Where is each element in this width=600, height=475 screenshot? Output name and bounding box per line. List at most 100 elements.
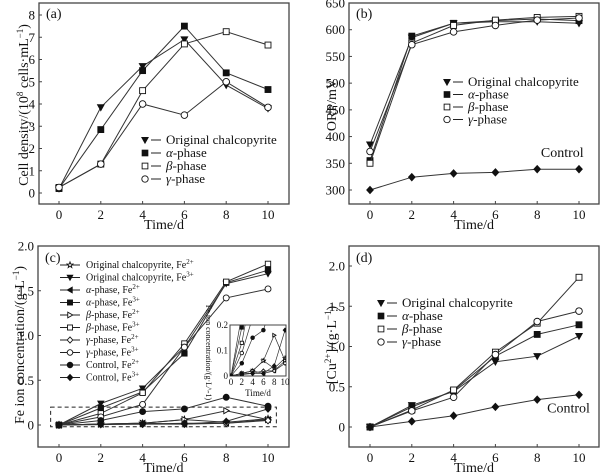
marker-point (139, 87, 147, 95)
marker-point (180, 22, 188, 30)
marker-inset-point (240, 313, 244, 316)
inset-series-line (230, 325, 243, 376)
x-tick-label: 0 (56, 207, 63, 222)
y-tick-label: 3 (29, 119, 36, 134)
panel-label: (d) (356, 251, 373, 266)
inset-x-tick-label: 2 (240, 377, 245, 387)
legend-label: α-phase (402, 308, 443, 323)
series-line (58, 81, 269, 188)
marker-point (139, 67, 147, 75)
marker-point (264, 416, 272, 425)
marker-point (575, 390, 583, 400)
marker-inset-point (251, 316, 255, 320)
marker-point (408, 32, 416, 40)
y-tick-label: 350 (326, 156, 346, 171)
x-tick-label: 10 (262, 450, 275, 465)
marker-point (575, 14, 583, 22)
x-tick-label: 0 (367, 207, 374, 222)
y-axis-label: [Cu2+]/(g·L−1) (323, 306, 340, 385)
chart-panel-b: (b) 0 2 4 6 8 10 300 350 400 450 500 550 600 650 Time/d… (325, 0, 600, 233)
y-tick-label: 650 (326, 0, 346, 11)
annotation-control: Control (547, 402, 590, 417)
legend-label: β-phase (467, 99, 509, 114)
marker-point (264, 41, 272, 49)
marker-legend (377, 312, 385, 320)
y-tick-label: 1 (29, 163, 36, 178)
marker-point (408, 407, 416, 415)
series-line (58, 25, 269, 189)
marker-point (139, 400, 147, 408)
x-tick-label: 2 (409, 450, 416, 465)
marker-point (407, 417, 416, 426)
legend: Original chalcopyriteα-phaseβ-phaseγ-pha… (443, 74, 579, 127)
series-line (369, 276, 580, 428)
marker-point (222, 69, 230, 77)
legend-label: Original chalcopyrite (402, 295, 513, 310)
inset-series (230, 283, 286, 376)
marker-point (491, 21, 500, 30)
marker-point (366, 159, 374, 167)
inset-y-tick-label: 0.1 (217, 346, 228, 356)
y-tick-label: 1.0 (18, 328, 34, 343)
x-tick-label: 8 (534, 207, 541, 222)
marker-point (533, 164, 542, 174)
legend-label: γ-phase (402, 334, 441, 349)
inset-y-axis-label: Fe ion concentration/(g·L^-1) (204, 305, 213, 401)
x-axis-label: Time/d (454, 218, 494, 233)
legend-label: Original chalcopyrite (468, 74, 579, 89)
series-line (369, 168, 579, 191)
x-tick-label: 4 (139, 450, 146, 465)
legend-label: γ-phase (468, 112, 507, 127)
inset-series-line (230, 325, 251, 376)
marker-point (264, 260, 272, 268)
marker-point (55, 421, 63, 429)
marker-inset-point (230, 373, 234, 376)
marker-legend (377, 338, 385, 346)
marker-point (138, 63, 147, 71)
marker-point (97, 404, 104, 412)
y-axis-label: ORP/mV (325, 79, 340, 131)
marker-point (450, 386, 458, 394)
y-tick-label: 600 (326, 22, 346, 37)
marker-point (222, 294, 230, 302)
x-tick-label: 8 (534, 450, 541, 465)
y-tick-label: 1.5 (329, 299, 345, 314)
marker-legend (66, 373, 74, 382)
marker-legend (67, 311, 74, 319)
marker-point (222, 77, 230, 86)
y-tick-label: 550 (326, 49, 346, 64)
marker-legend (443, 103, 451, 111)
y-tick-label: 0 (29, 186, 36, 201)
x-tick-label: 0 (56, 450, 63, 465)
inset-series-line (230, 325, 266, 376)
x-tick-label: 8 (223, 207, 230, 222)
legend-label: α-phase, Fe2+ (86, 283, 140, 296)
legend-label: γ-phase, Fe2+ (86, 333, 139, 346)
panel-label: (b) (356, 7, 373, 22)
marker-inset-point (272, 295, 276, 299)
series-line (369, 394, 580, 428)
x-tick-label: 2 (98, 450, 105, 465)
series-line (58, 408, 269, 426)
series-line (369, 335, 580, 428)
y-tick-label: 5 (29, 74, 36, 89)
marker-point (264, 404, 272, 413)
marker-inset-point (239, 361, 245, 366)
legend: Original chalcopyriteα-phaseβ-phaseγ-pha… (141, 132, 277, 186)
marker-point (97, 126, 105, 134)
inset-x-tick-label: 0 (229, 377, 234, 387)
series-phase (366, 14, 583, 156)
legend-label: β-phase, Fe3+ (85, 321, 140, 334)
marker-legend (141, 136, 149, 145)
inset-x-tick-label: 10 (281, 377, 291, 387)
inset-series-line (230, 325, 241, 376)
marker-legend (66, 286, 73, 294)
chart-panel-d: (d) 0 2 4 6 8 10 0 0.5 1.0 1.5 2.0 Time/d [Cu2+]/(g·L… (323, 245, 600, 475)
y-tick-label: 400 (326, 129, 346, 144)
legend-label: α-phase (166, 145, 207, 160)
marker-inset-point (251, 283, 254, 286)
marker-point (533, 353, 542, 361)
marker-point (575, 307, 583, 315)
series-line (58, 269, 269, 426)
